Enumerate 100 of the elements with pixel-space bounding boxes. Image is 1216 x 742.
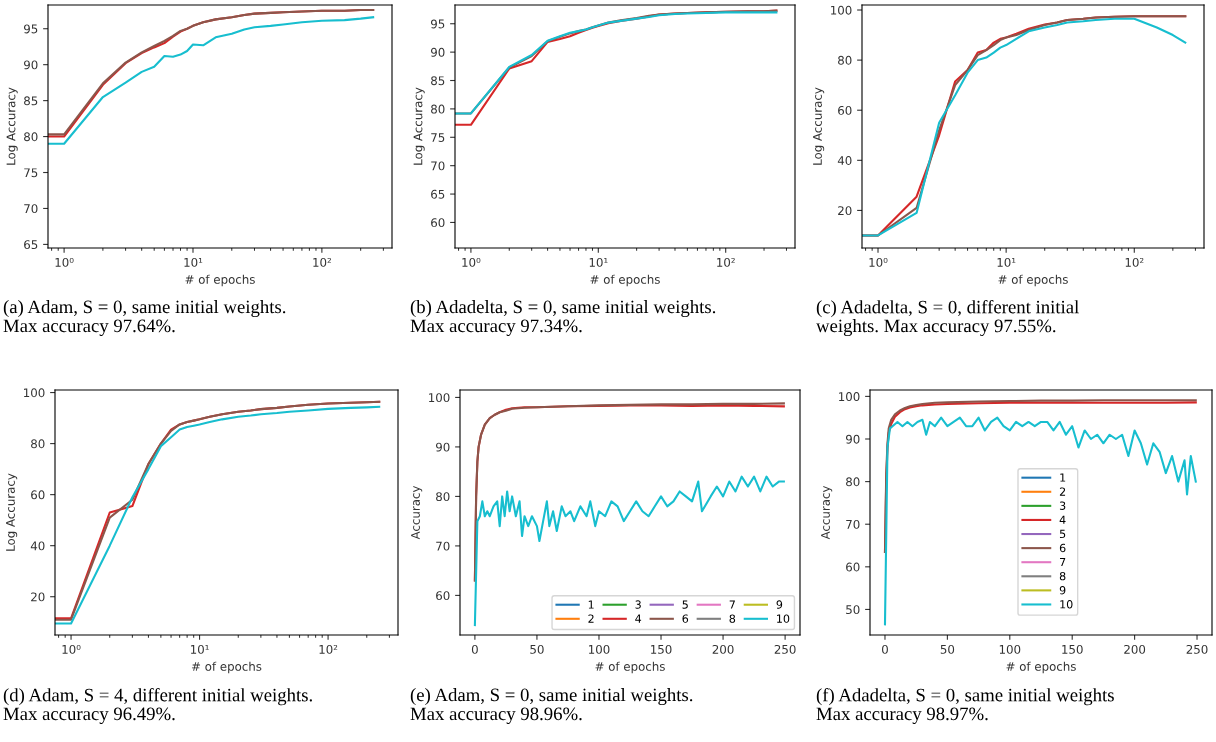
y-tick-label: 40 (837, 156, 852, 165)
y-tick-label: 90 (436, 442, 450, 452)
x-tick-label: 10⁰ (62, 644, 81, 654)
x-tick-label: 200 (712, 644, 734, 654)
y-tick-label: 75 (24, 168, 38, 178)
y-tick-label: 70 (24, 204, 38, 214)
y-tick-label: 70 (436, 541, 450, 551)
y-axis-title: Log Accuracy (413, 87, 425, 165)
y-tick-label: 80 (431, 104, 445, 114)
x-tick-label: 10² (313, 257, 332, 267)
x-tick-label: 50 (530, 644, 544, 654)
y-tick-label: 80 (24, 132, 38, 142)
legend-label: 7 (1060, 558, 1066, 567)
y-tick-label: 50 (846, 605, 860, 615)
y-tick-label: 80 (846, 477, 860, 487)
y-tick-label: 80 (31, 439, 45, 449)
x-tick-label: 0 (471, 644, 478, 654)
text: Max accuracy 98.97%. (816, 707, 988, 724)
y-tick-label: 90 (846, 434, 860, 444)
legend-label: 3 (635, 600, 641, 609)
x-tick-label: 50 (940, 644, 955, 654)
y-tick-label: 100 (24, 388, 45, 398)
y-tick-label: 60 (31, 490, 45, 500)
x-tick-label: 10⁰ (55, 257, 74, 267)
y-tick-label: 100 (831, 5, 852, 15)
legend-label: 6 (682, 614, 689, 623)
y-tick-label: 65 (431, 189, 445, 199)
y-tick-label: 100 (429, 393, 450, 403)
legend-label: 3 (1059, 501, 1066, 510)
x-axis-title: # of epochs (185, 274, 255, 287)
y-tick-label: 60 (431, 218, 445, 228)
x-axis-title: # of epochs (1006, 661, 1076, 674)
text: Max accuracy 97.34%. (410, 319, 582, 336)
x-axis-title: # of epochs (998, 274, 1068, 287)
x-tick-label: 10⁰ (462, 257, 481, 267)
text: (d) Adam, S = 4, different initial weights. (3, 688, 312, 706)
y-tick-label: 65 (24, 240, 38, 250)
y-tick-label: 85 (24, 96, 38, 106)
y-tick-label: 90 (431, 47, 445, 57)
legend-label: 9 (776, 600, 783, 609)
y-axis-title: Log Accuracy (6, 473, 18, 551)
x-tick-label: 0 (882, 644, 888, 654)
x-tick-label: 10⁰ (869, 257, 888, 267)
x-tick-label: 10¹ (184, 257, 203, 267)
y-tick-label: 75 (431, 133, 445, 142)
text: (e) Adam, S = 0, same initial weights. (410, 688, 693, 706)
x-tick-label: 10² (717, 257, 735, 267)
legend-label: 1 (1060, 473, 1066, 482)
legend-label: 10 (1060, 600, 1073, 609)
legend-label: 2 (1059, 487, 1066, 496)
text: (f) Adadelta, S = 0, same initial weights (816, 688, 1114, 706)
x-tick-label: 10¹ (190, 644, 209, 654)
y-tick-label: 70 (431, 161, 445, 171)
legend-label: 5 (682, 600, 688, 609)
x-tick-label: 10¹ (997, 257, 1016, 267)
x-tick-label: 150 (651, 644, 672, 654)
y-tick-label: 95 (24, 24, 38, 34)
x-axis-title: # of epochs (191, 661, 262, 674)
y-tick-label: 20 (838, 206, 852, 216)
y-tick-label: 80 (436, 492, 450, 502)
x-tick-label: 10² (319, 644, 338, 654)
y-tick-label: 60 (838, 105, 852, 115)
x-tick-label: 10² (1125, 257, 1144, 267)
y-axis-title: Log Accuracy (813, 87, 825, 165)
legend-label: 4 (635, 614, 642, 623)
x-tick-label: 100 (999, 644, 1021, 654)
x-axis-title: # of epochs (595, 661, 665, 674)
y-tick-label: 60 (846, 562, 860, 572)
y-axis-title: Log Accuracy (6, 87, 18, 165)
legend-label: 9 (1059, 586, 1066, 595)
y-tick-label: 20 (31, 592, 45, 602)
y-tick-label: 40 (30, 541, 45, 551)
text: Max accuracy 96.49%. (3, 707, 175, 724)
text: Max accuracy 98.96%. (410, 707, 582, 724)
y-tick-label: 60 (436, 591, 450, 601)
legend-label: 6 (1059, 543, 1066, 553)
x-tick-label: 100 (589, 644, 610, 654)
x-tick-label: 10¹ (589, 257, 608, 267)
legend-label: 8 (1059, 571, 1066, 581)
y-tick-label: 95 (431, 19, 445, 29)
x-tick-label: 250 (774, 644, 796, 654)
text: (c) Adadelta, S = 0, different initial (816, 300, 1079, 318)
text: weights. Max accuracy 97.55%. (816, 319, 1056, 337)
legend-label: 2 (588, 614, 594, 623)
legend-label: 10 (777, 614, 790, 623)
x-tick-label: 150 (1062, 644, 1083, 654)
x-tick-label: 200 (1124, 644, 1146, 654)
y-tick-label: 80 (838, 55, 852, 65)
y-tick-label: 70 (846, 519, 860, 529)
legend-label: 7 (729, 600, 735, 609)
y-axis-title: Accuracy (411, 485, 423, 540)
text: (b) Adadelta, S = 0, same initial weights. (410, 300, 716, 318)
y-tick-label: 85 (431, 76, 445, 86)
y-axis-title: Accuracy (821, 485, 833, 540)
legend-label: 8 (729, 614, 736, 623)
legend-label: 5 (1059, 529, 1066, 539)
y-tick-label: 90 (24, 60, 38, 70)
text: Max accuracy 97.64%. (3, 319, 175, 336)
legend-label: 1 (588, 600, 594, 609)
x-tick-label: 250 (1186, 644, 1208, 654)
